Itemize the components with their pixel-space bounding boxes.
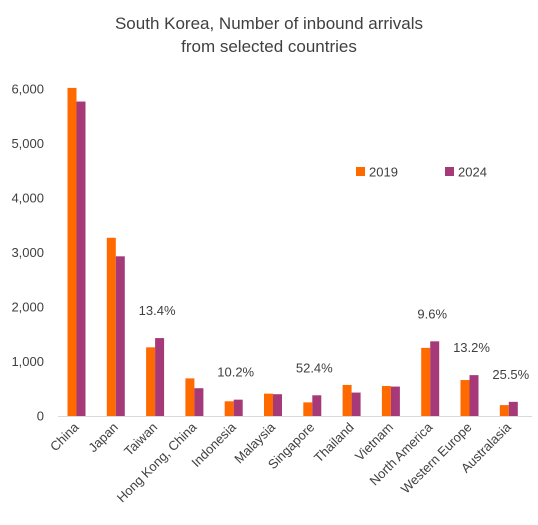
growth-annotation: 52.4% (296, 360, 333, 375)
bar-2024-western-europe (469, 375, 479, 416)
bar-2024-taiwan (155, 338, 165, 416)
category-label: Thailand (311, 420, 357, 466)
category-label: Western Europe (398, 420, 475, 497)
legend-swatch-2019 (356, 167, 365, 176)
bar-2024-china (76, 101, 86, 416)
category-label: China (47, 419, 82, 454)
y-tick-label: 3,000 (11, 245, 44, 260)
legend-label-2019: 2019 (369, 165, 398, 180)
bar-2024-singapore (312, 395, 322, 416)
chart-title: South Korea, Number of inbound arrivals … (115, 14, 423, 56)
bar-2024-indonesia (233, 399, 243, 416)
bar-2019-western-europe (460, 380, 470, 416)
growth-annotation: 13.4% (139, 303, 176, 318)
bar-2024-malaysia (273, 394, 282, 416)
legend-swatch-2024 (445, 167, 454, 176)
chart-title-line-1: South Korea, Number of inbound arrivals (115, 14, 423, 33)
y-tick-label: 1,000 (11, 354, 44, 369)
bar-2019-vietnam (381, 386, 391, 416)
growth-annotation: 10.2% (217, 365, 254, 380)
bar-2024-vietnam (390, 386, 400, 416)
bar-2024-australasia (508, 401, 518, 416)
bar-2019-indonesia (224, 401, 234, 416)
y-tick-label: 4,000 (11, 191, 44, 206)
bars (67, 87, 518, 416)
bar-2019-malaysia (264, 393, 273, 416)
legend: 2019 2024 (356, 165, 487, 180)
bar-2019-thailand (342, 384, 352, 416)
category-label: Japan (85, 420, 121, 456)
growth-annotation: 13.2% (453, 340, 490, 355)
y-tick-label: 5,000 (11, 136, 44, 151)
y-tick-label: 0 (37, 409, 44, 424)
bar-2024-north-america (430, 341, 440, 416)
y-tick-label: 6,000 (11, 82, 44, 97)
bar-2019-china (67, 87, 77, 416)
y-axis: 0 1,000 2,000 3,000 4,000 5,000 6,000 (11, 82, 44, 424)
bar-2019-taiwan (146, 347, 156, 416)
bar-2019-singapore (303, 402, 313, 416)
chart-title-line-2: from selected countries (181, 37, 357, 56)
annotations: 13.4% 10.2% 52.4% 9.6% 13.2%25.5% (139, 303, 530, 382)
growth-annotation: 9.6% (417, 306, 447, 321)
bar-2019-australasia (499, 405, 509, 416)
bar-2024-hong-kong-china (194, 388, 204, 416)
bar-2019-hong-kong-china (185, 378, 195, 416)
bar-2024-japan (115, 256, 125, 416)
bar-2019-japan (106, 237, 116, 416)
y-tick-label: 2,000 (11, 300, 44, 315)
legend-label-2024: 2024 (458, 165, 487, 180)
bar-2024-thailand (351, 392, 361, 416)
bar-2019-north-america (421, 347, 431, 416)
growth-annotation: 25.5% (492, 367, 529, 382)
